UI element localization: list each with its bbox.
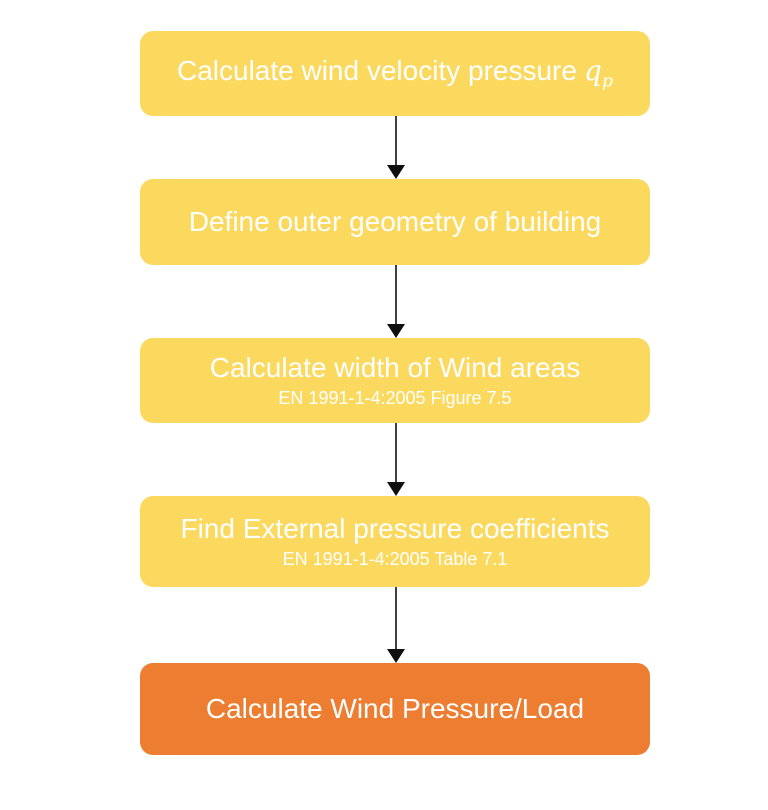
flow-arrow-2 [387,265,405,338]
step-title: Calculate width of Wind areas [209,351,581,383]
step-title: Find External pressure coefficients [180,512,610,544]
flow-step-wind-velocity-pressure: Calculate wind velocity pressure qp [140,31,650,116]
step-reference: EN 1991-1-4:2005 Figure 7.5 [278,387,512,408]
arrow-head-icon [387,649,405,663]
arrow-head-icon [387,324,405,338]
arrow-head-icon [387,165,405,179]
flow-step-outer-geometry: Define outer geometry of building [140,179,650,265]
step-title: Calculate wind velocity pressure qp [176,53,614,93]
step-title: Calculate Wind Pressure/Load [205,692,585,724]
flow-arrow-1 [387,116,405,179]
arrow-line [395,265,397,324]
step-reference: EN 1991-1-4:2005 Table 7.1 [282,548,508,569]
arrow-line [395,423,397,482]
flow-step-external-pressure-coefficients: Find External pressure coefficients EN 1… [140,496,650,587]
flow-step-width-wind-areas: Calculate width of Wind areas EN 1991-1-… [140,338,650,423]
flow-step-wind-pressure-load: Calculate Wind Pressure/Load [140,663,650,755]
step-title: Define outer geometry of building [188,205,602,237]
arrow-line [395,587,397,649]
flow-arrow-3 [387,423,405,496]
arrow-head-icon [387,482,405,496]
flow-arrow-4 [387,587,405,663]
step-title-text: Calculate wind velocity pressure [176,54,577,86]
math-symbol-qp: qp [583,53,614,92]
arrow-line [395,116,397,165]
